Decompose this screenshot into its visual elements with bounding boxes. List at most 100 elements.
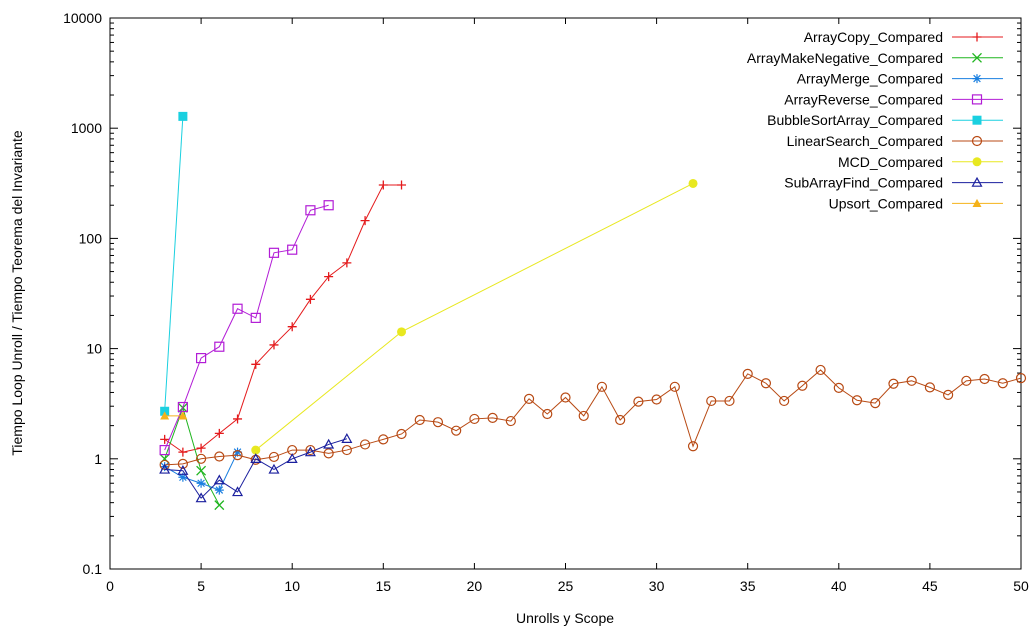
data-point xyxy=(214,485,224,495)
data-point xyxy=(233,447,243,457)
legend-label: ArrayMerge_Compared xyxy=(797,71,943,87)
data-point xyxy=(724,395,735,407)
legend-marker xyxy=(971,94,983,105)
legend: ArrayCopy_Compared ArrayMakeNegative_Comp… xyxy=(747,29,1003,211)
series-line xyxy=(164,116,184,412)
data-point xyxy=(195,492,207,503)
series-line xyxy=(164,184,402,453)
data-point xyxy=(615,414,626,426)
data-point xyxy=(924,382,936,393)
data-point xyxy=(324,272,334,282)
data-point xyxy=(742,368,753,379)
data-point xyxy=(214,451,225,462)
x-tick-label: 30 xyxy=(649,578,665,594)
data-point xyxy=(160,462,170,472)
series-line xyxy=(255,183,694,451)
data-point xyxy=(177,458,188,469)
data-point xyxy=(160,411,170,420)
data-point xyxy=(797,380,808,391)
legend-marker xyxy=(972,52,982,63)
data-point xyxy=(706,395,717,407)
data-point xyxy=(232,303,243,314)
data-point xyxy=(268,247,280,258)
data-point xyxy=(251,359,261,369)
series-ArrayReverse_Compared xyxy=(159,200,334,456)
series-MCD_Compared xyxy=(251,178,698,455)
data-point xyxy=(159,444,170,456)
data-point xyxy=(341,433,353,443)
series-line xyxy=(164,438,348,499)
data-point xyxy=(542,408,553,420)
x-tick-label: 35 xyxy=(740,578,756,594)
y-tick-label: 100 xyxy=(79,230,103,246)
legend-marker xyxy=(971,135,983,147)
x-tick-label: 20 xyxy=(467,578,483,594)
legend-marker xyxy=(971,176,983,187)
data-point xyxy=(268,451,280,463)
y-tick-label: 10 xyxy=(86,341,102,357)
data-point xyxy=(633,396,644,407)
data-point xyxy=(397,180,407,190)
y-tick-label: 10000 xyxy=(63,10,102,26)
data-point xyxy=(250,453,262,463)
legend-label: ArrayMakeNegative_Compared xyxy=(747,50,943,66)
data-point xyxy=(178,111,188,121)
x-tick-label: 25 xyxy=(558,578,574,594)
data-point xyxy=(669,381,680,392)
data-point xyxy=(251,445,261,455)
x-tick-label: 45 xyxy=(922,578,938,594)
series-Upsort_Compared xyxy=(160,411,188,420)
y-tick-label: 0.1 xyxy=(83,561,103,577)
data-point xyxy=(196,478,206,488)
y-tick-labels: 0.1 1 10 100 1000 10000 xyxy=(63,10,102,577)
data-point xyxy=(304,446,316,457)
data-point xyxy=(414,414,425,426)
data-point xyxy=(997,378,1008,389)
data-point xyxy=(560,392,571,403)
data-point xyxy=(196,352,207,364)
series-LinearSearch_Compared xyxy=(159,364,1027,471)
data-point xyxy=(779,395,790,407)
data-point xyxy=(196,465,207,476)
data-point xyxy=(1015,372,1027,384)
data-point xyxy=(523,393,535,404)
data-point xyxy=(287,322,297,332)
series-line xyxy=(164,204,329,451)
axis-ticks xyxy=(109,17,1022,570)
data-point xyxy=(833,382,844,393)
x-tick-label: 40 xyxy=(831,578,847,594)
data-point xyxy=(378,180,388,190)
legend-marker xyxy=(972,198,982,207)
data-point xyxy=(178,411,188,420)
data-point xyxy=(888,378,899,389)
legend-label: Upsort_Compared xyxy=(829,195,943,211)
data-point xyxy=(305,294,315,304)
series-SubArrayFind_Compared xyxy=(159,433,353,503)
data-point xyxy=(943,389,954,401)
data-point xyxy=(160,434,170,444)
data-point xyxy=(505,415,516,427)
data-point xyxy=(397,327,407,337)
data-point xyxy=(196,453,207,464)
data-point xyxy=(177,464,189,475)
data-point xyxy=(469,413,480,425)
data-point xyxy=(341,444,352,456)
data-point xyxy=(323,438,335,449)
legend-label: BubbleSortArray_Compared xyxy=(767,112,943,128)
series-ArrayMerge_Compared xyxy=(160,447,243,495)
data-point xyxy=(360,216,370,226)
data-point xyxy=(487,412,498,424)
legend-label: LinearSearch_Compared xyxy=(787,133,943,149)
data-point xyxy=(268,463,280,474)
data-point xyxy=(250,312,261,323)
data-point xyxy=(160,406,170,416)
data-point xyxy=(323,448,334,459)
data-point xyxy=(214,428,224,438)
legend-marker xyxy=(972,157,982,167)
data-point xyxy=(979,373,990,385)
data-point xyxy=(596,381,608,392)
x-tick-label: 0 xyxy=(106,578,114,594)
data-point xyxy=(687,441,699,452)
legend-label: ArrayCopy_Compared xyxy=(804,29,943,45)
